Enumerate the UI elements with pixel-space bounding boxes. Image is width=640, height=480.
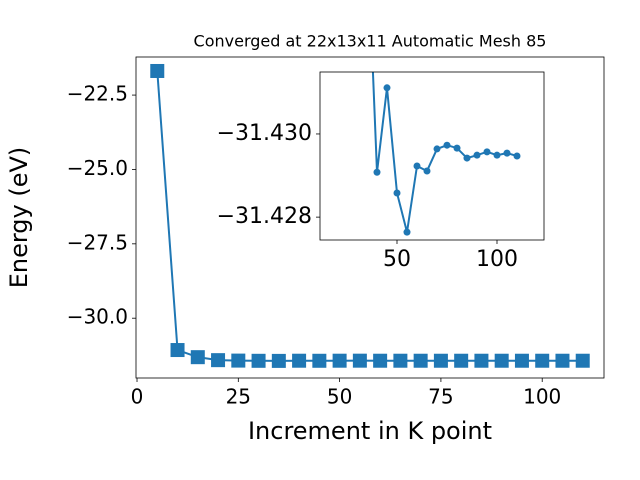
marker [454,353,469,368]
x-tick-label: 0 [131,385,144,409]
line [371,72,518,233]
marker [433,353,448,368]
marker [503,149,511,157]
marker [373,353,388,368]
marker [513,152,521,160]
y-tick-label: −30.0 [67,305,128,329]
marker [393,189,401,197]
marker [514,353,529,368]
marker [383,84,391,92]
y-tick-label: −31.430 [217,121,312,146]
axes-frame [319,71,545,241]
chart-title: Converged at 22x13x11 Automatic Mesh 85 [194,32,547,51]
marker [413,353,428,368]
marker [312,353,327,368]
marker [170,343,185,358]
y-tick-label: −27.5 [67,230,128,254]
series-group [150,63,590,368]
x-tick-label: 75 [428,385,453,409]
marker [535,353,550,368]
marker [474,353,489,368]
marker [393,353,408,368]
y-tick-label: −25.0 [67,156,128,180]
plot-area [320,72,544,240]
marker [403,228,411,236]
marker [423,167,431,175]
x-tick-label: 50 [383,247,411,272]
marker [463,154,471,162]
marker [443,141,451,149]
marker [413,162,421,170]
y-tick-label: −31.428 [217,204,312,229]
line [156,70,583,362]
marker [555,353,570,368]
marker [453,144,461,152]
marker [433,145,441,153]
y-tick-label: −22.5 [67,82,128,106]
axes-frame [135,56,605,379]
x-tick-label: 100 [523,385,561,409]
y-axis-label: Energy (eV) [5,147,33,289]
marker [190,350,205,365]
x-tick-label: 100 [476,247,518,272]
x-axis-label: Increment in K point [248,417,492,445]
marker [332,353,347,368]
marker [150,63,165,78]
x-tick-label: 25 [226,385,251,409]
marker [494,353,509,368]
series-group [371,72,521,236]
marker [493,151,501,159]
marker [473,151,481,159]
marker [575,353,590,368]
marker [211,353,226,368]
x-tick-label: 50 [327,385,352,409]
marker [231,353,246,368]
marker [251,353,266,368]
marker [271,353,286,368]
marker [483,148,491,156]
marker [373,168,381,176]
marker [292,353,307,368]
marker [352,353,367,368]
